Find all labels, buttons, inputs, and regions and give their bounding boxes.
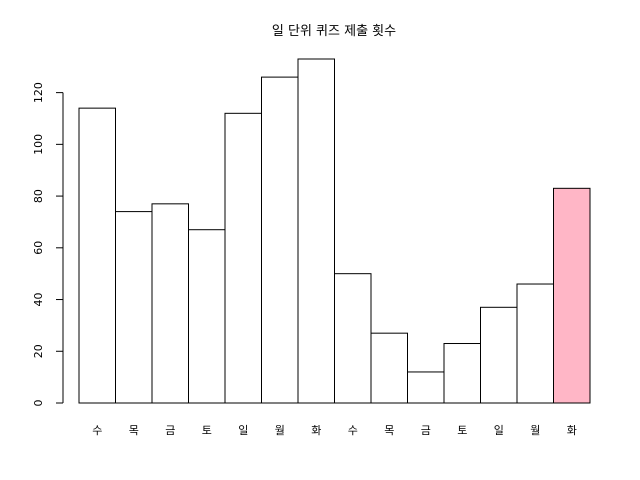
- x-tick-label-11: 토: [457, 424, 467, 437]
- y-axis: 0 20 40 60 80 100 120: [32, 82, 64, 407]
- x-tick-label-5: 일: [238, 423, 248, 437]
- bar-14: [553, 187, 591, 404]
- x-tick-label-13: 월: [530, 424, 540, 437]
- chart-title: 일 단위 퀴즈 제출 횟수: [272, 24, 396, 39]
- bar-6: [261, 76, 299, 404]
- bars-group: [78, 58, 591, 404]
- y-tick-label-40: 40: [32, 293, 45, 307]
- bar-5: [224, 112, 262, 404]
- x-tick-label-4: 토: [202, 424, 212, 437]
- x-tick-label-10: 금: [421, 424, 431, 437]
- x-tick-label-14: 화: [567, 424, 577, 437]
- bar-8: [334, 273, 372, 404]
- bar-4: [188, 229, 226, 404]
- y-tick-label-100: 100: [32, 134, 45, 155]
- x-tick-label-8: 수: [348, 424, 358, 437]
- bar-13: [516, 283, 554, 404]
- bar-2: [115, 211, 153, 404]
- y-tick-label-0: 0: [32, 400, 45, 407]
- bar-12: [480, 306, 518, 404]
- y-tick-label-20: 20: [32, 344, 45, 358]
- bar-11: [443, 343, 481, 404]
- bar-9: [370, 332, 408, 404]
- x-tick-label-6: 월: [275, 424, 285, 437]
- y-tick-label-60: 60: [32, 241, 45, 255]
- bar-1: [78, 107, 116, 404]
- y-tick-label-80: 80: [32, 189, 45, 203]
- y-tick-label-120: 120: [32, 82, 45, 103]
- x-tick-label-7: 화: [311, 424, 321, 437]
- x-tick-label-3: 금: [165, 424, 175, 437]
- x-tick-label-9: 목: [384, 424, 394, 437]
- x-tick-label-12: 일: [494, 423, 504, 437]
- x-tick-label-2: 목: [129, 424, 139, 437]
- bar-7: [297, 58, 335, 404]
- bar-10: [407, 371, 445, 404]
- x-tick-label-1: 수: [92, 424, 102, 437]
- bar-3: [151, 203, 189, 404]
